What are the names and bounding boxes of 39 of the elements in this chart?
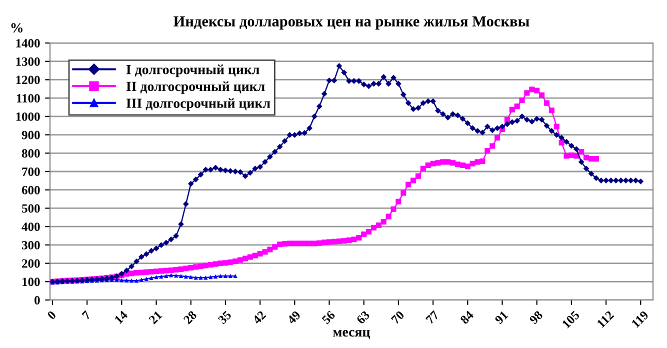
x-tick-label: 35 [218,310,232,324]
legend-label: II долгосрочный цикл [126,81,265,94]
y-tick-label: 100 [22,278,40,286]
x-tick-label: 84 [460,310,474,324]
x-axis-title: месяц [333,330,370,339]
x-tick-label: 0 [46,310,57,320]
x-tick-label: 42 [252,310,266,325]
x-tick-label: 77 [425,310,440,324]
x-tick-label: 119 [631,310,649,328]
x-tick-label: 112 [596,310,614,328]
x-tick-label: 21 [148,310,162,324]
y-tick-label: 500 [22,204,40,213]
legend-label: III долгосрочный цикл [126,98,270,111]
x-tick-label: 56 [321,310,336,324]
y-tick-label: 400 [22,222,40,232]
y-tick-label: 0 [34,296,40,304]
x-tick-label: 91 [494,310,508,325]
y-tick-label: 1000 [16,112,40,121]
x-tick-label: 7 [82,310,92,320]
x-tick-label: 105 [562,310,580,328]
y-tick-label: 1100 [16,94,40,103]
y-tick-label: 1400 [16,39,40,48]
x-tick-label: 70 [390,310,405,324]
x-tick-label: 14 [114,310,128,324]
x-tick-label: 98 [528,310,544,325]
x-tick-label: 49 [286,310,301,325]
y-tick-label: 700 [22,168,40,176]
y-tick-label: 1200 [16,76,40,84]
y-tick-label: 1300 [16,57,40,66]
y-axis-title: % [11,23,22,33]
y-tick-label: 900 [22,130,40,140]
y-tick-label: 200 [22,259,40,268]
x-tick-label: 28 [183,310,198,324]
chart-title: Индексы долларовых цен на рынке жилья Москвы [174,16,530,30]
y-tick-label: 800 [22,149,40,158]
y-tick-label: 600 [22,186,40,194]
x-tick-label: 63 [356,310,370,324]
y-tick-label: 300 [22,240,40,250]
legend-label: I долгосрочный цикл [126,64,260,78]
